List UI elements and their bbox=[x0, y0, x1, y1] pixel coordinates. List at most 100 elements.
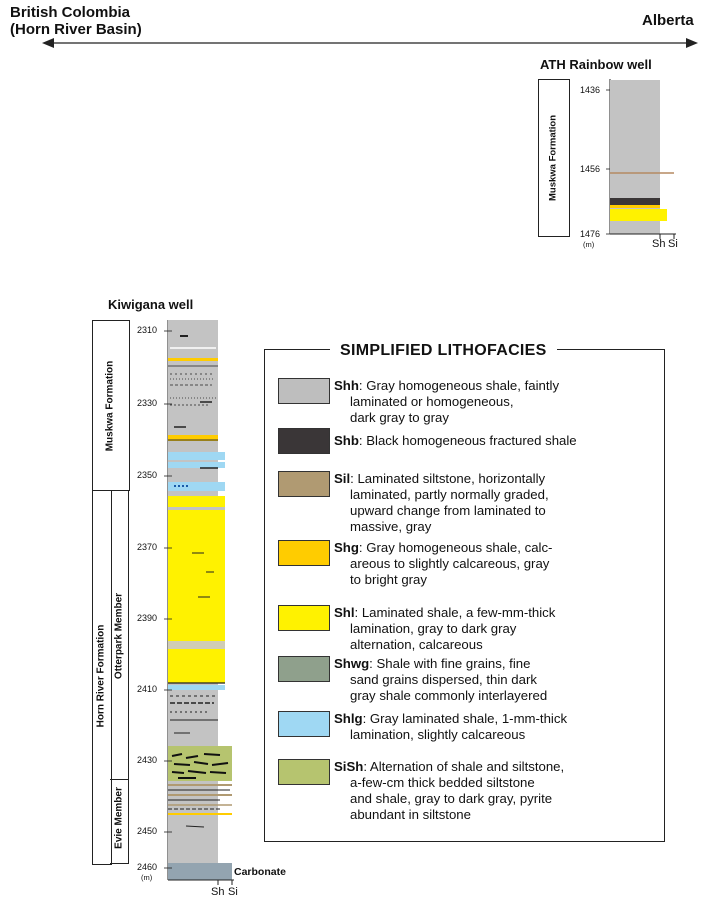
legend-text-shh: Shh: Gray homogeneous shale, faintly lam… bbox=[334, 378, 559, 426]
legend-line: sand grains dispersed, thin dark bbox=[350, 672, 537, 687]
region-west-name: British Colombia bbox=[10, 4, 131, 21]
rainbow-depth-1456: 1456 bbox=[580, 164, 601, 174]
legend-line: : Shale with fine grains, fine bbox=[369, 656, 531, 671]
legend-line: dark gray to gray bbox=[350, 410, 449, 425]
legend-item-shl: Shl: Laminated shale, a few-mm-thick lam… bbox=[278, 605, 658, 653]
horn-river-formation-box bbox=[92, 490, 112, 865]
region-east-label: Alberta bbox=[642, 12, 694, 29]
legend-code-sish: SiSh bbox=[334, 759, 364, 774]
kiwigana-carbonate-bed bbox=[168, 863, 232, 880]
otterpark-member-box bbox=[110, 490, 129, 780]
legend-item-shwg: Shwg: Shale with fine grains, fine sand … bbox=[278, 656, 658, 704]
legend-code-shb: Shb bbox=[334, 433, 359, 448]
kiwigana-carbonate-label: Carbonate bbox=[234, 866, 286, 878]
legend-item-shb: Shb: Black homogeneous fractured shale bbox=[278, 428, 658, 454]
legend-item-shlg: Shlg: Gray laminated shale, 1-mm-thick l… bbox=[278, 711, 658, 743]
legend-text-sil: Sil: Laminated siltstone, horizontally l… bbox=[334, 471, 549, 535]
legend-line: areous to slightly calcareous, gray bbox=[350, 556, 550, 571]
kiwigana-depth-2460: 2460 bbox=[137, 862, 158, 872]
legend-title: SIMPLIFIED LITHOFACIES bbox=[330, 342, 557, 360]
rainbow-well-title: ATH Rainbow well bbox=[540, 57, 652, 72]
legend-swatch-sish bbox=[278, 759, 330, 785]
kiwigana-x-label-sh: Sh bbox=[211, 886, 225, 898]
legend-item-shg: Shg: Gray homogeneous shale, calc- areou… bbox=[278, 540, 658, 588]
legend-swatch-shg bbox=[278, 540, 330, 566]
legend-swatch-shb bbox=[278, 428, 330, 454]
rainbow-formation-label: Muskwa Formation bbox=[547, 114, 559, 202]
legend-line: : Gray homogeneous shale, faintly bbox=[358, 378, 560, 393]
legend-item-shh: Shh: Gray homogeneous shale, faintly lam… bbox=[278, 378, 658, 426]
kiwigana-lower-laminae bbox=[168, 784, 232, 828]
muskwa-formation-box bbox=[92, 320, 130, 491]
legend-text-sish: SiSh: Alternation of shale and siltstone… bbox=[334, 759, 564, 823]
evie-member-label: Evie Member bbox=[113, 787, 125, 849]
otterpark-member-label: Otterpark Member bbox=[113, 592, 125, 680]
kiwigana-depth-2430: 2430 bbox=[137, 755, 158, 765]
kiwigana-shl-bed-main bbox=[168, 496, 225, 641]
legend-line: lamination, slightly calcareous bbox=[350, 727, 526, 742]
legend-item-sil: Sil: Laminated siltstone, horizontally l… bbox=[278, 471, 658, 535]
kiwigana-axis-ticks bbox=[164, 330, 172, 869]
legend-text-shwg: Shwg: Shale with fine grains, fine sand … bbox=[334, 656, 547, 704]
legend-line: : Black homogeneous fractured shale bbox=[358, 433, 577, 448]
kiwigana-x-label-si: Si bbox=[228, 886, 238, 898]
legend-code-shlg: Shlg bbox=[334, 711, 363, 726]
rainbow-well-column bbox=[606, 79, 676, 239]
kiwigana-depth-2330: 2330 bbox=[137, 398, 158, 408]
legend-text-shl: Shl: Laminated shale, a few-mm-thick lam… bbox=[334, 605, 555, 653]
legend-code-shwg: Shwg bbox=[334, 656, 370, 671]
legend-line: alternation, calcareous bbox=[350, 637, 483, 652]
rainbow-shg-bed bbox=[610, 205, 660, 208]
rainbow-shh-bed bbox=[610, 80, 660, 234]
legend-line: lamination, gray to dark gray bbox=[350, 621, 517, 636]
kiwigana-depth-2450: 2450 bbox=[137, 826, 158, 836]
kiwigana-shg-bed-2 bbox=[168, 435, 218, 441]
kiwigana-shl-bed-lower bbox=[168, 649, 225, 683]
kiwigana-shlg-bed-1 bbox=[168, 452, 225, 460]
legend-line: gray shale commonly interlayered bbox=[350, 688, 548, 703]
legend-text-shlg: Shlg: Gray laminated shale, 1-mm-thick l… bbox=[334, 711, 567, 743]
legend-item-sish: SiSh: Alternation of shale and siltstone… bbox=[278, 759, 658, 823]
legend-code-shh: Shh bbox=[334, 378, 359, 393]
legend-line: and shale, gray to dark gray, pyrite bbox=[350, 791, 553, 806]
kiwigana-depth-2410: 2410 bbox=[137, 684, 158, 694]
kiwigana-middle-laminae bbox=[170, 695, 218, 734]
legend-code-shg: Shg bbox=[334, 540, 359, 555]
rainbow-x-label-sh: Sh bbox=[652, 238, 666, 250]
legend-line: : Gray laminated shale, 1-mm-thick bbox=[362, 711, 568, 726]
legend-line: : Gray homogeneous shale, calc- bbox=[358, 540, 553, 555]
legend-line: : Laminated siltstone, horizontally bbox=[350, 471, 546, 486]
region-west-label: British Colombia (Horn River Basin) bbox=[10, 4, 142, 38]
kiwigana-muskwa-laminae bbox=[168, 335, 218, 428]
rainbow-depth-1436: 1436 bbox=[580, 85, 601, 95]
kiwigana-depth-2310: 2310 bbox=[137, 325, 158, 335]
legend-code-sil: Sil bbox=[334, 471, 351, 486]
kiwigana-shlg-bed-3 bbox=[168, 482, 225, 491]
direction-arrow bbox=[42, 38, 698, 48]
kiwigana-sish-mottles bbox=[171, 753, 229, 779]
legend-line: abundant in siltstone bbox=[350, 807, 471, 822]
legend-code-shl: Shl bbox=[334, 605, 355, 620]
legend-swatch-shl bbox=[278, 605, 330, 631]
rainbow-x-label-si: Si bbox=[668, 238, 678, 250]
rainbow-shb-bed bbox=[610, 198, 660, 205]
legend-line: laminated, partly normally graded, bbox=[350, 487, 549, 502]
legend-text-shg: Shg: Gray homogeneous shale, calc- areou… bbox=[334, 540, 552, 588]
kiwigana-depth-unit: (m) bbox=[141, 873, 153, 882]
legend-swatch-shlg bbox=[278, 711, 330, 737]
kiwigana-well-title: Kiwigana well bbox=[108, 297, 194, 312]
rainbow-depth-unit: (m) bbox=[583, 240, 595, 249]
evie-member-box bbox=[110, 778, 129, 864]
legend-line: upward change from laminated to bbox=[350, 503, 546, 518]
kiwigana-depth-2390: 2390 bbox=[137, 613, 158, 623]
rainbow-formation-box bbox=[538, 79, 570, 237]
legend-box bbox=[264, 349, 665, 842]
horn-river-formation-label: Horn River Formation bbox=[95, 624, 107, 728]
legend-line: : Laminated shale, a few-mm-thick bbox=[354, 605, 556, 620]
kiwigana-shg-bed-upper bbox=[168, 358, 218, 361]
kiwigana-depth-2370: 2370 bbox=[137, 542, 158, 552]
legend-line: a-few-cm thick bedded siltstone bbox=[350, 775, 535, 790]
legend-swatch-sil bbox=[278, 471, 330, 497]
legend-line: : Alternation of shale and siltstone, bbox=[363, 759, 565, 774]
rainbow-shl-bed bbox=[610, 209, 667, 221]
